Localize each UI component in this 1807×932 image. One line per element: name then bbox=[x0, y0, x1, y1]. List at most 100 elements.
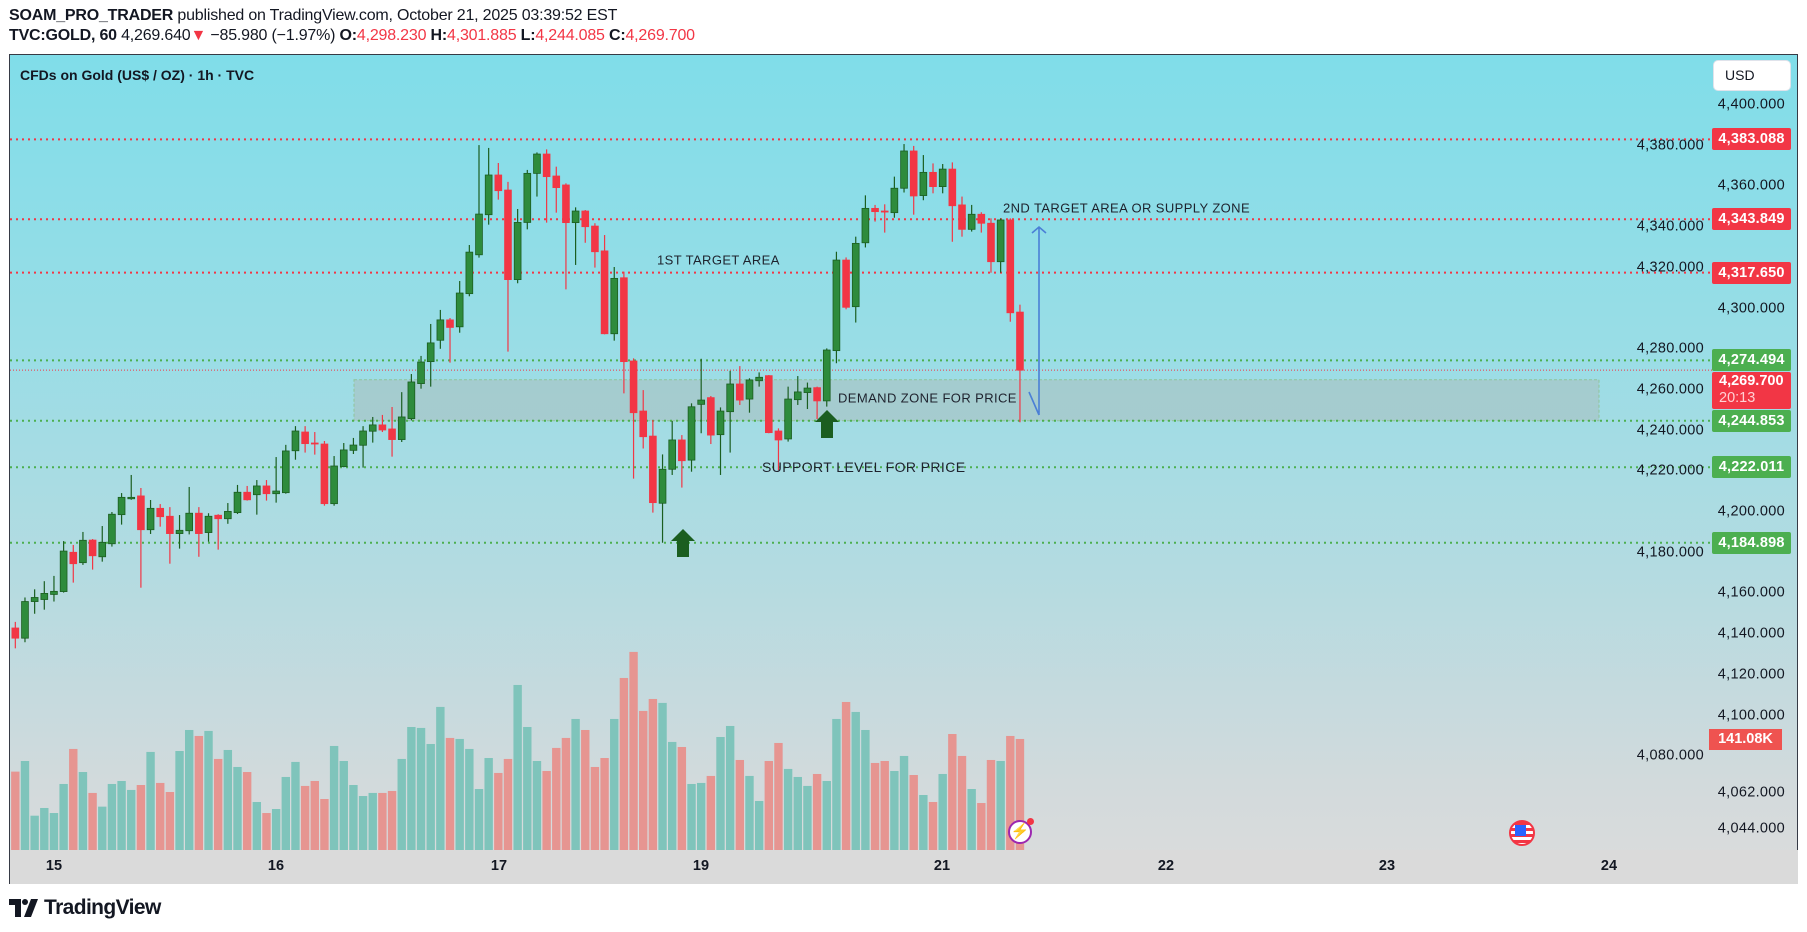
volume-bar bbox=[98, 806, 107, 850]
candle-body bbox=[658, 468, 667, 504]
volume-bar bbox=[561, 737, 571, 850]
volume-bar bbox=[146, 751, 155, 850]
candle-body bbox=[736, 383, 744, 401]
candle-body bbox=[407, 381, 416, 419]
candle-body bbox=[523, 172, 532, 223]
us-flag-icon[interactable] bbox=[1509, 820, 1535, 846]
volume-bar bbox=[600, 757, 609, 850]
candle-body bbox=[397, 416, 406, 440]
volume-bar bbox=[310, 780, 319, 850]
volume-bar bbox=[629, 651, 638, 850]
candle-body bbox=[909, 150, 918, 197]
candle-body bbox=[426, 342, 435, 363]
candle-body bbox=[803, 387, 812, 393]
support-level-label[interactable]: SUPPORT LEVEL FOR PRICE bbox=[762, 459, 966, 475]
volume-bar bbox=[223, 749, 233, 850]
candle-body bbox=[368, 424, 377, 432]
candle-body bbox=[359, 430, 367, 446]
volume-bar bbox=[754, 800, 764, 850]
first-target-label[interactable]: 1ST TARGET AREA bbox=[657, 252, 780, 268]
volume-bar bbox=[445, 737, 455, 850]
candle-body bbox=[253, 485, 261, 496]
volume-bar bbox=[378, 792, 387, 850]
volume-bar bbox=[523, 726, 532, 850]
bar-countdown: 20:13 bbox=[1719, 390, 1756, 406]
volume-bar bbox=[639, 710, 648, 850]
volume-bar bbox=[194, 735, 204, 850]
volume-bar bbox=[156, 782, 165, 850]
candle-body bbox=[417, 361, 425, 384]
volume-bar bbox=[745, 775, 754, 850]
time-axis[interactable] bbox=[10, 850, 1798, 884]
second-target-label[interactable]: 2ND TARGET AREA OR SUPPLY ZONE bbox=[1003, 200, 1251, 216]
price-tick: 4,340.000 bbox=[1636, 218, 1704, 235]
projection-arrow-icon[interactable] bbox=[1028, 225, 1047, 416]
volume-bar bbox=[880, 760, 889, 850]
candle-body bbox=[494, 174, 503, 192]
currency-button[interactable]: USD bbox=[1713, 60, 1791, 91]
tradingview-logo-icon bbox=[9, 899, 38, 917]
volume-bar bbox=[185, 729, 194, 850]
volume-bar bbox=[281, 776, 290, 850]
high-value: 4,301.885 bbox=[447, 27, 517, 44]
volume-bar bbox=[977, 803, 986, 850]
author-name[interactable]: SOAM_PRO_TRADER bbox=[9, 7, 174, 24]
candle-body bbox=[697, 399, 705, 405]
volume-bar bbox=[426, 743, 435, 850]
candle-body bbox=[127, 496, 136, 500]
candle-body bbox=[745, 379, 754, 400]
low-value: 4,244.085 bbox=[535, 27, 605, 44]
volume-bar bbox=[899, 755, 909, 850]
resistance-price-badge: 4,383.088 bbox=[1712, 128, 1791, 151]
volume-bar bbox=[938, 773, 947, 850]
candle-body bbox=[533, 153, 541, 174]
volume-bar bbox=[803, 785, 812, 850]
candle-body bbox=[291, 430, 300, 452]
candle-body bbox=[678, 439, 686, 462]
notification-dot bbox=[1027, 818, 1034, 825]
candle-body bbox=[765, 375, 773, 434]
volume-bar bbox=[619, 677, 629, 850]
candle-body bbox=[436, 319, 445, 341]
candle-body bbox=[610, 277, 619, 335]
candle-body bbox=[813, 387, 821, 402]
volume-bar bbox=[870, 762, 880, 850]
candle-body bbox=[562, 184, 570, 224]
demand-zone-label[interactable]: DEMAND ZONE FOR PRICE bbox=[838, 390, 1017, 406]
price-tick: 4,320.000 bbox=[1636, 259, 1704, 276]
volume-bar bbox=[513, 684, 522, 850]
candle-body bbox=[98, 541, 107, 558]
candle-body bbox=[726, 383, 734, 413]
volume-bar bbox=[484, 757, 493, 850]
candle-body bbox=[929, 171, 937, 188]
price-tick: 4,360.000 bbox=[1717, 177, 1785, 194]
volume-bar bbox=[1006, 735, 1015, 850]
candle-body bbox=[649, 435, 657, 504]
time-label: 17 bbox=[490, 858, 508, 874]
candle-body bbox=[880, 210, 889, 213]
tradingview-logo[interactable]: TradingView bbox=[9, 896, 161, 920]
candle-body bbox=[475, 213, 483, 256]
candle-body bbox=[108, 513, 116, 545]
up-arrow-icon[interactable] bbox=[671, 529, 695, 557]
candle-body bbox=[2, 618, 9, 632]
volume-bar bbox=[204, 730, 213, 850]
volume-bar bbox=[436, 706, 445, 850]
candle-body bbox=[851, 242, 860, 308]
volume-bar bbox=[30, 815, 39, 850]
candle-body bbox=[117, 496, 126, 516]
candle-body bbox=[900, 150, 908, 189]
candle-body bbox=[552, 175, 561, 189]
candle-body bbox=[233, 491, 242, 514]
volume-bar bbox=[532, 760, 542, 850]
up-arrow-icon[interactable] bbox=[815, 410, 839, 438]
volume-bar bbox=[812, 773, 822, 850]
candle-body bbox=[388, 428, 396, 440]
time-label: 16 bbox=[267, 858, 285, 874]
price-tick: 4,180.000 bbox=[1636, 544, 1704, 561]
demand-zone-rect[interactable] bbox=[353, 379, 1600, 422]
price-tick: 4,080.000 bbox=[1636, 747, 1704, 764]
candle-body bbox=[967, 213, 976, 230]
candle-body bbox=[832, 259, 841, 352]
